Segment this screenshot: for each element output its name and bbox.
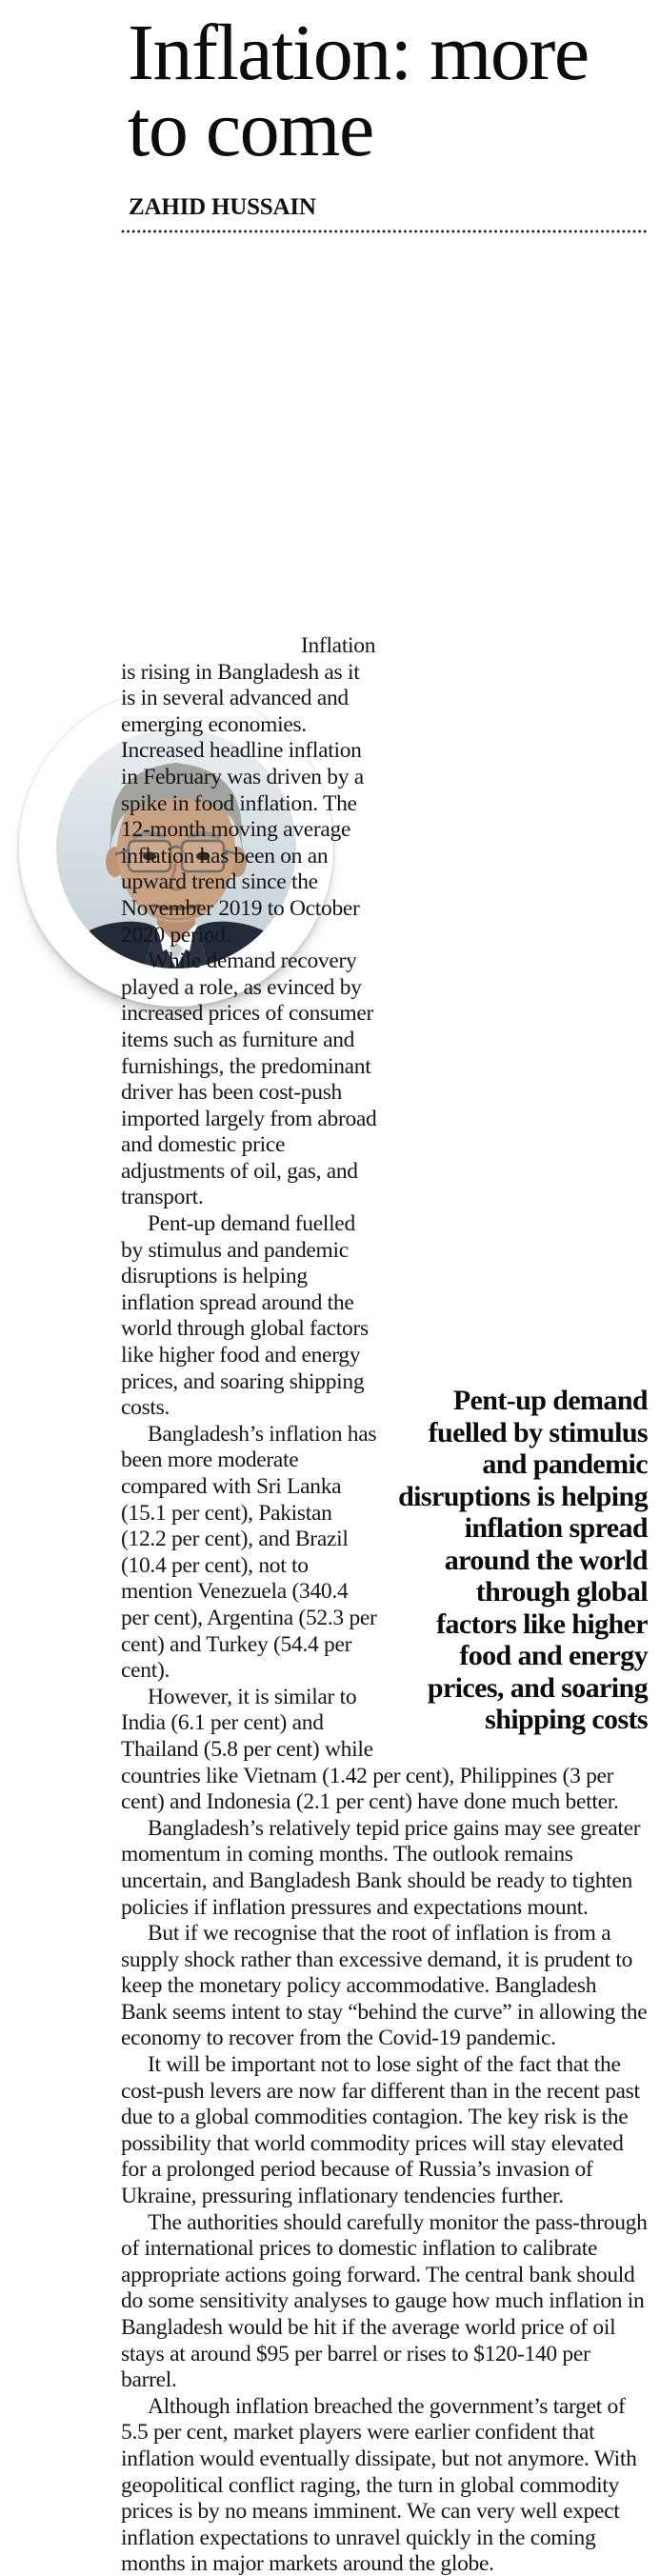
article-paragraph: Bangladesh’s relatively tepid price gain… <box>121 1815 641 1920</box>
pull-quote: Pent-up demand fuelled by stimulus and p… <box>398 1385 649 1735</box>
portrait-collar-left <box>157 924 176 951</box>
portrait-hair <box>110 762 242 843</box>
portrait-eyebrow-right <box>187 830 221 839</box>
portrait-eye-right <box>196 851 210 860</box>
article-paragraph: But if we recognise that the root of inf… <box>121 1921 648 2051</box>
portrait-lapel-right <box>176 926 209 968</box>
author-portrait-image <box>56 728 296 968</box>
article-title-line2: to come <box>128 85 374 173</box>
portrait-eyebrow-left <box>131 830 166 839</box>
article-paragraph: Inflation is rising in Bangladesh as it … <box>121 633 376 948</box>
portrait-chin-line <box>154 913 198 920</box>
portrait-eye-left <box>143 851 156 860</box>
article-column: Inflation: more to come ZAHID HUSSAIN <box>0 9 660 2576</box>
article-body: Pent-up demand fuelled by stimulus and p… <box>19 245 649 2576</box>
portrait-mouth <box>151 903 201 910</box>
portrait-lapel-left <box>144 926 176 968</box>
portrait-nose <box>166 858 186 890</box>
portrait-glasses-bridge <box>170 845 183 849</box>
article-paragraph: While demand recovery played a role, as … <box>121 949 377 1210</box>
author-portrait-illustration <box>56 728 296 968</box>
article-paragraph: Pent-up demand fuelled by stimulus and p… <box>121 1211 369 1421</box>
article-title-line1: Inflation: more <box>128 9 590 97</box>
article-paragraph: Although inflation breached the governme… <box>121 2393 637 2576</box>
author-photo-ring <box>19 689 333 1007</box>
portrait-collar-right <box>176 924 195 951</box>
byline: ZAHID HUSSAIN <box>129 194 316 220</box>
article-paragraph: It will be important not to lose sight o… <box>121 2052 640 2209</box>
portrait-hair-side-right <box>233 819 243 873</box>
portrait-glasses-temples <box>114 849 238 855</box>
article-paragraph: Bangladesh’s inflation has been more mod… <box>121 1421 377 1684</box>
author-photo <box>19 689 333 1070</box>
article-title: Inflation: more to come <box>128 9 648 173</box>
portrait-hair-side-left <box>110 819 119 873</box>
portrait-face <box>117 777 235 923</box>
dotted-divider <box>121 230 648 233</box>
article-paragraph: However, it is similar to India (6.1 per… <box>121 1684 619 1815</box>
article-paragraph: The authorities should carefully monitor… <box>121 2209 648 2393</box>
